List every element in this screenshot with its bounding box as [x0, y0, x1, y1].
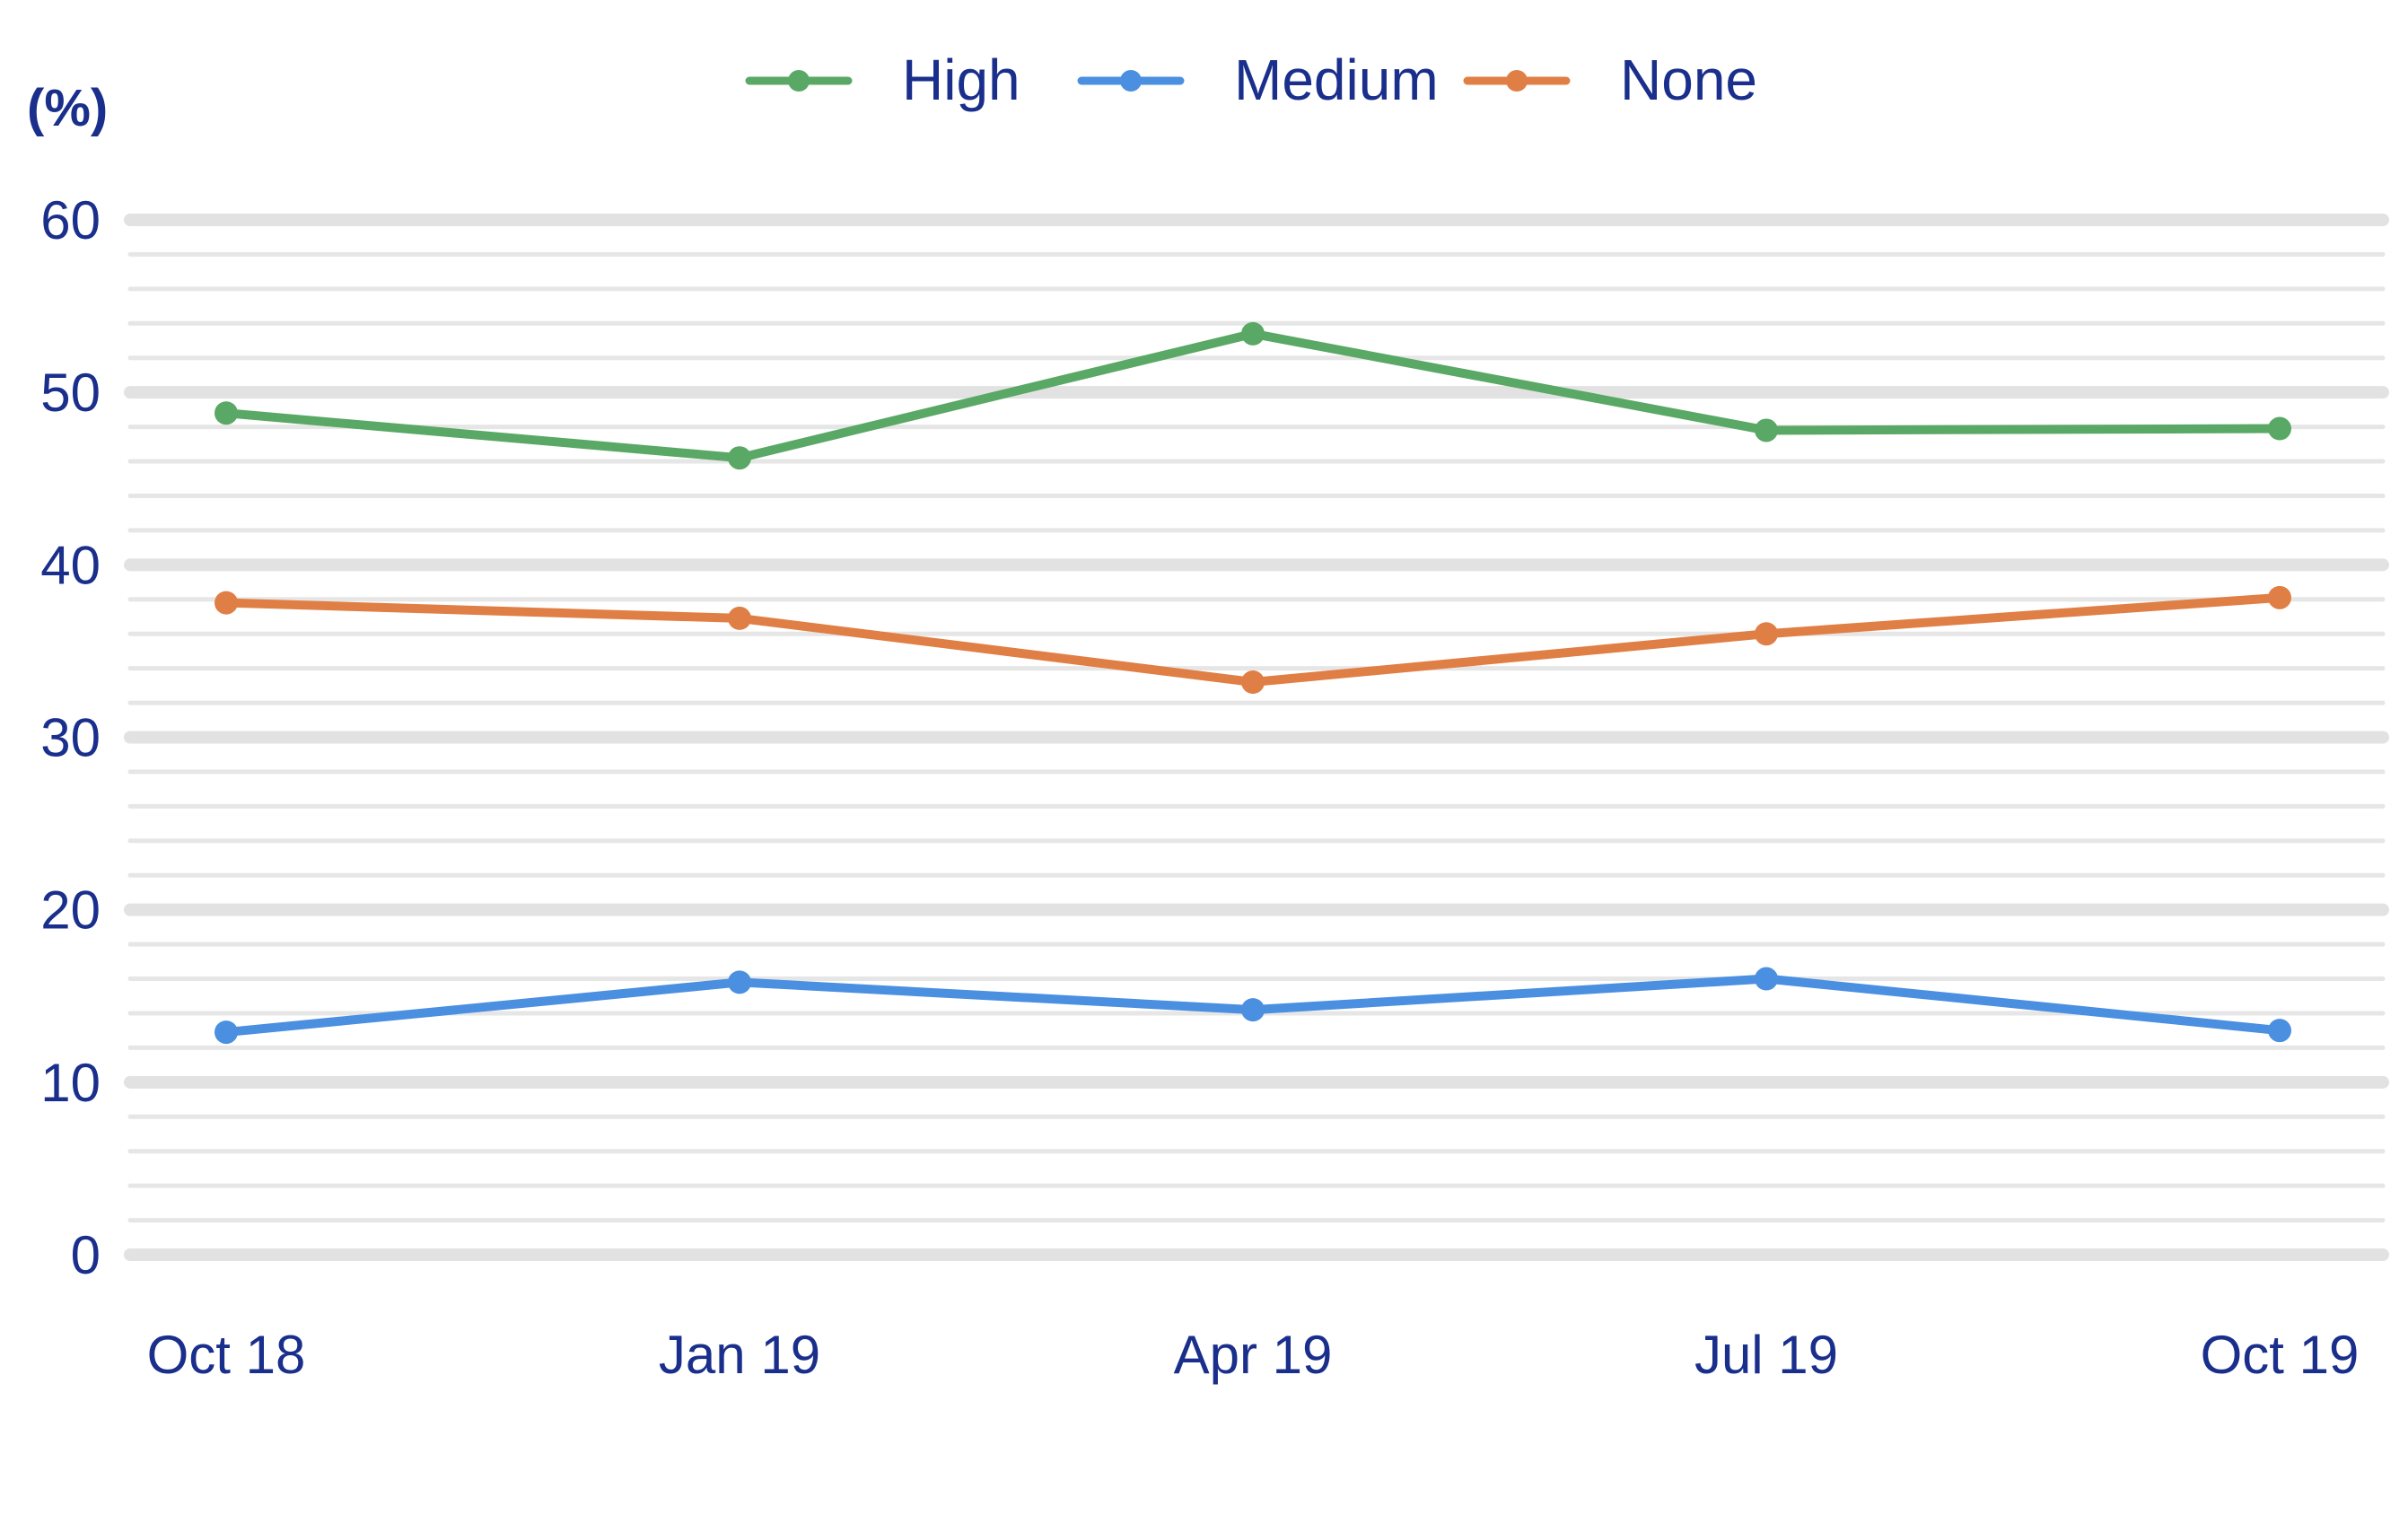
y-tick-label: 20	[40, 880, 101, 941]
x-axis: Oct 18 Jan 19 Apr 19 Jul 19 Oct 19	[147, 1325, 2360, 1385]
x-tick-label: Oct 19	[2201, 1325, 2360, 1385]
data-point	[215, 591, 238, 615]
data-point	[1755, 418, 1778, 442]
data-point	[1241, 321, 1265, 346]
legend-label: Medium	[1234, 48, 1439, 112]
data-point	[728, 446, 751, 470]
data-point	[728, 606, 751, 630]
gridlines	[124, 214, 2389, 1261]
data-point	[215, 1020, 238, 1045]
y-tick-label: 60	[40, 190, 101, 250]
series-medium	[215, 967, 2291, 1045]
series-none	[215, 585, 2291, 695]
legend-item-high: High	[745, 48, 1020, 112]
y-axis: 0 10 20 30 40 50 60	[40, 190, 101, 1285]
legend-item-none: None	[1463, 48, 1757, 112]
y-tick-label: 50	[40, 363, 101, 423]
y-tick-label: 0	[71, 1225, 101, 1285]
x-tick-label: Jul 19	[1694, 1325, 1838, 1385]
legend-swatch-marker	[788, 70, 810, 92]
legend-label: None	[1620, 48, 1757, 112]
legend-label: High	[902, 48, 1020, 112]
y-tick-label: 40	[40, 535, 101, 595]
series-high	[215, 321, 2291, 470]
x-tick-label: Oct 18	[147, 1325, 306, 1385]
legend: High Medium None	[745, 48, 1757, 112]
x-tick-label: Jan 19	[659, 1325, 820, 1385]
data-point	[728, 970, 751, 994]
data-point	[1241, 998, 1265, 1022]
x-tick-label: Apr 19	[1174, 1325, 1333, 1385]
data-point	[215, 401, 238, 425]
data-point	[2268, 585, 2291, 609]
series-lines	[215, 321, 2291, 1045]
data-point	[2268, 1019, 2291, 1043]
legend-swatch-marker	[1120, 70, 1142, 92]
legend-item-medium: Medium	[1077, 48, 1439, 112]
y-tick-label: 30	[40, 708, 101, 768]
legend-swatch-marker	[1506, 70, 1528, 92]
unit-label: (%)	[27, 79, 108, 137]
data-point	[1755, 967, 1778, 991]
y-tick-label: 10	[40, 1053, 101, 1113]
data-point	[1755, 622, 1778, 646]
data-point	[1241, 670, 1265, 695]
data-point	[2268, 416, 2291, 441]
